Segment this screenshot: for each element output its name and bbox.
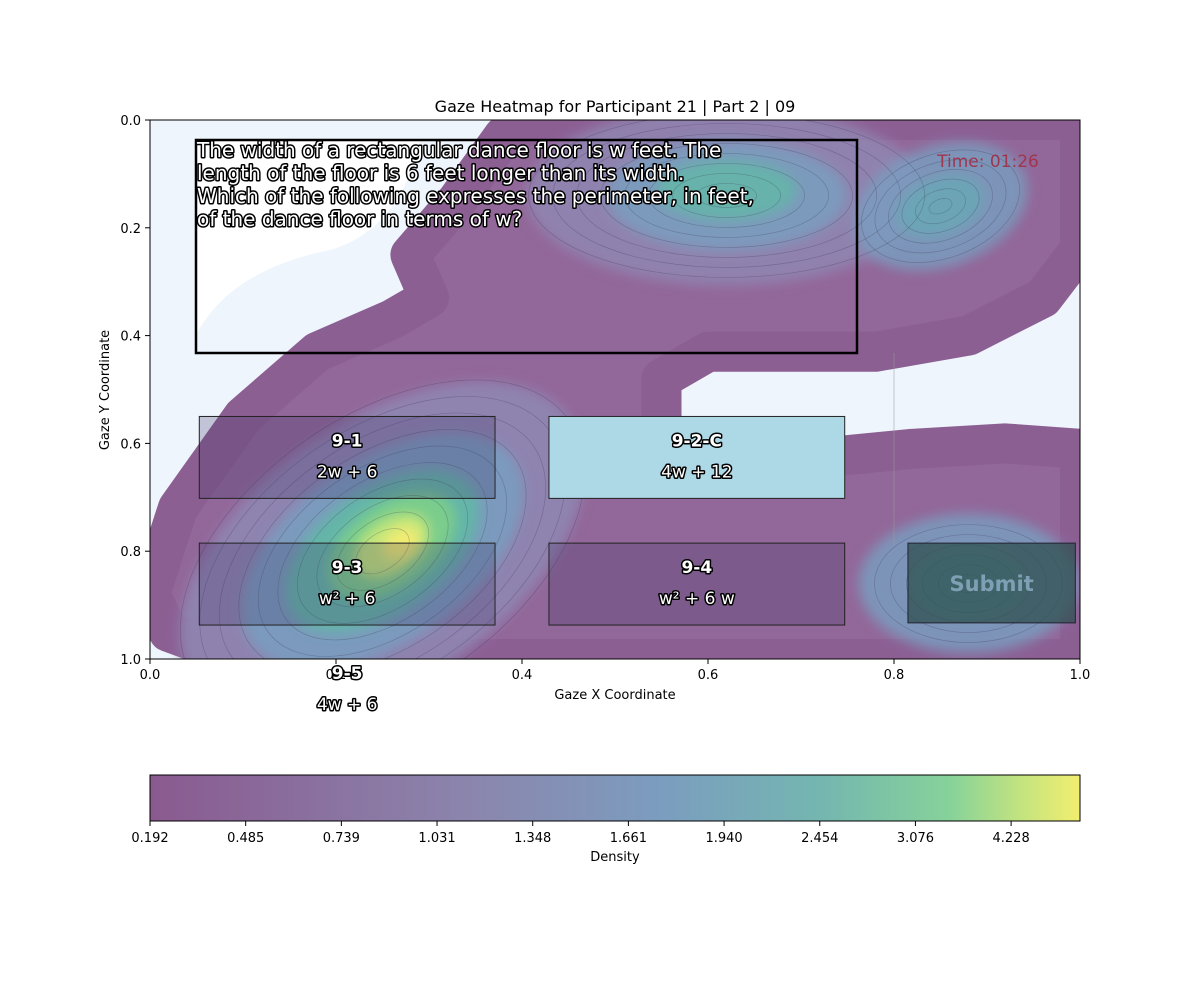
contour-line	[672, 173, 781, 218]
colorbar-tick-label: 1.940	[705, 831, 742, 846]
question-line: of the dance floor in terms of w?	[197, 207, 522, 231]
submit-label: Submit	[950, 572, 1034, 596]
y-axis: 0.0 0.2 0.4 0.6 0.8 1.0	[120, 114, 150, 668]
contour-line	[238, 429, 527, 659]
colorbar-label: Density	[590, 850, 640, 865]
option-box-9-4	[548, 542, 846, 626]
x-tick-label: 0.4	[512, 668, 533, 683]
option-box-9-2-C	[548, 415, 846, 499]
contour-line	[355, 528, 410, 575]
y-tick-label: 0.8	[120, 545, 141, 560]
contour-line	[861, 149, 1020, 263]
aoi-layer: The width of a rectangular dance floor i…	[194, 137, 1076, 626]
contour-line	[648, 163, 805, 228]
question-box	[194, 138, 859, 355]
contour-line	[257, 445, 508, 657]
question-white-area	[196, 140, 420, 335]
colorbar-tick-label: 0.485	[227, 831, 264, 846]
option-text-9-3: w² + 6	[319, 589, 376, 609]
contour-line	[696, 183, 757, 208]
colorbar-tick-label: 0.192	[131, 831, 168, 846]
y-tick-label: 0.6	[120, 437, 141, 452]
option-id-9-2-C: 9-2-C	[672, 431, 722, 451]
contour-line	[576, 133, 877, 258]
contour-line	[528, 120, 925, 278]
option-selected-fill	[548, 416, 845, 499]
y-axis-label: Gaze Y Coordinate	[98, 330, 113, 450]
contour-line	[296, 478, 469, 624]
contour-line	[600, 143, 853, 248]
x-axis-label: Gaze X Coordinate	[554, 688, 675, 703]
colorbar-tick-label: 1.348	[514, 831, 551, 846]
contour-line	[874, 159, 1007, 254]
contour-line	[624, 153, 829, 238]
overflow-option-layer: 9-5 4w + 6	[315, 663, 379, 717]
x-tick-label: 0.0	[140, 668, 161, 683]
y-tick-label: 1.0	[120, 653, 141, 668]
contour-line	[335, 511, 430, 591]
colorbar-axis: 0.192 0.485 0.739 1.031 1.348 1.661 1.940 2.454…	[131, 821, 1030, 846]
contour-line	[316, 495, 449, 608]
y-tick-label: 0.2	[120, 222, 141, 237]
question-line: length of the floor is 6 feet longer tha…	[197, 161, 684, 185]
contour-line	[552, 123, 901, 268]
option-text-9-4: w² + 6 w	[659, 589, 735, 609]
axes-frame	[149, 119, 1081, 660]
y-tick-label: 0.4	[120, 330, 141, 345]
density-peak-2-core	[656, 160, 797, 221]
option-id-9-3: 9-3	[332, 558, 363, 578]
contour-line	[901, 178, 980, 234]
option-box-9-1	[198, 415, 496, 499]
option-id-9-1: 9-1	[332, 431, 363, 451]
x-tick-label: 1.0	[1070, 668, 1091, 683]
option-text-9-5: 4w + 6	[317, 695, 378, 715]
question-line: The width of a rectangular dance floor i…	[196, 138, 721, 162]
colorbar-tick-label: 4.228	[993, 831, 1030, 846]
option-text-9-2-C: 4w + 12	[661, 462, 732, 482]
option-id-9-4: 9-4	[681, 558, 712, 578]
colorbar	[149, 774, 1081, 822]
contour-line	[218, 412, 547, 659]
contour-line	[888, 168, 993, 244]
y-tick-label: 0.0	[120, 114, 141, 129]
colorbar-tick-label: 1.031	[418, 831, 455, 846]
chart-title: Gaze Heatmap for Participant 21 | Part 2…	[435, 97, 796, 116]
x-tick-label: 0.8	[884, 668, 905, 683]
question-line: Which of the following expresses the per…	[197, 184, 754, 208]
x-tick-label: 0.2	[326, 668, 347, 683]
contour-line	[915, 188, 966, 225]
option-id-9-5: 9-5	[332, 664, 363, 684]
option-box-9-3	[198, 542, 496, 626]
x-tick-label: 0.6	[698, 668, 719, 683]
contour-line	[928, 198, 953, 215]
timer-text: Time: 01:26	[936, 152, 1039, 172]
colorbar-tick-label: 3.076	[897, 831, 934, 846]
colorbar-tick-label: 1.661	[610, 831, 647, 846]
colorbar-tick-label: 0.739	[323, 831, 360, 846]
contour-line	[277, 462, 488, 641]
option-text-9-1: 2w + 6	[317, 462, 378, 482]
density-peak-3-core	[897, 175, 984, 237]
submit-button	[907, 542, 1076, 624]
x-axis: 0.0 0.2 0.4 0.6 0.8 1.0	[140, 659, 1091, 683]
colorbar-tick-label: 2.454	[801, 831, 838, 846]
